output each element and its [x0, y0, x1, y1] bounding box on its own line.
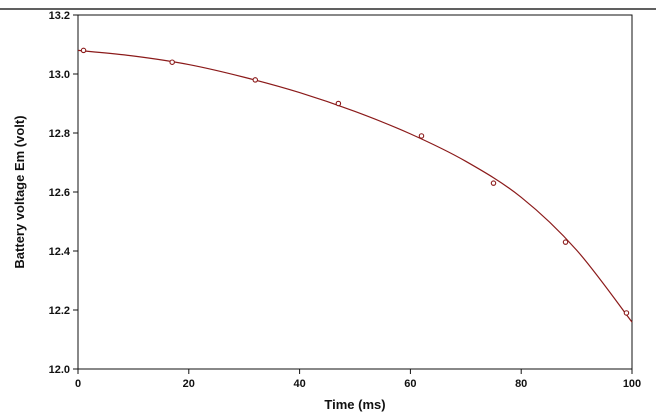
data-points: [80, 47, 630, 316]
y-tick-label: 12.8: [49, 128, 70, 140]
y-tick-label: 13.2: [49, 10, 70, 22]
data-point: [418, 133, 425, 139]
data-point: [80, 47, 87, 54]
plot-frame: [77, 14, 633, 370]
data-point: [562, 239, 569, 245]
y-tick-label: 12.6: [49, 187, 70, 199]
x-tick-label: 80: [515, 378, 527, 390]
plot-area: [77, 14, 633, 370]
y-tick-label: 12.2: [49, 305, 70, 317]
data-point: [490, 180, 497, 186]
x-tick-label: 20: [183, 378, 195, 390]
y-tick-label: 12.4: [49, 246, 71, 258]
x-axis-ticks: 0 20 40 60 80 100: [75, 369, 641, 390]
x-tick-label: 0: [75, 378, 81, 390]
y-tick-label: 13.0: [49, 69, 70, 81]
y-axis-title: Battery voltage Em (volt): [12, 115, 27, 268]
data-point: [169, 59, 175, 65]
data-point: [335, 100, 342, 107]
x-tick-label: 100: [623, 378, 641, 390]
y-axis-ticks: 12.0 12.2 12.4 12.6 12.8 13.0 13.2: [49, 10, 78, 376]
x-tick-label: 60: [404, 378, 416, 390]
data-point: [252, 77, 259, 83]
x-axis-title: Time (ms): [324, 397, 385, 412]
x-tick-label: 40: [293, 378, 305, 390]
data-point: [623, 310, 630, 316]
y-tick-label: 12.0: [49, 364, 70, 376]
fit-curve-line: [77, 49, 633, 323]
